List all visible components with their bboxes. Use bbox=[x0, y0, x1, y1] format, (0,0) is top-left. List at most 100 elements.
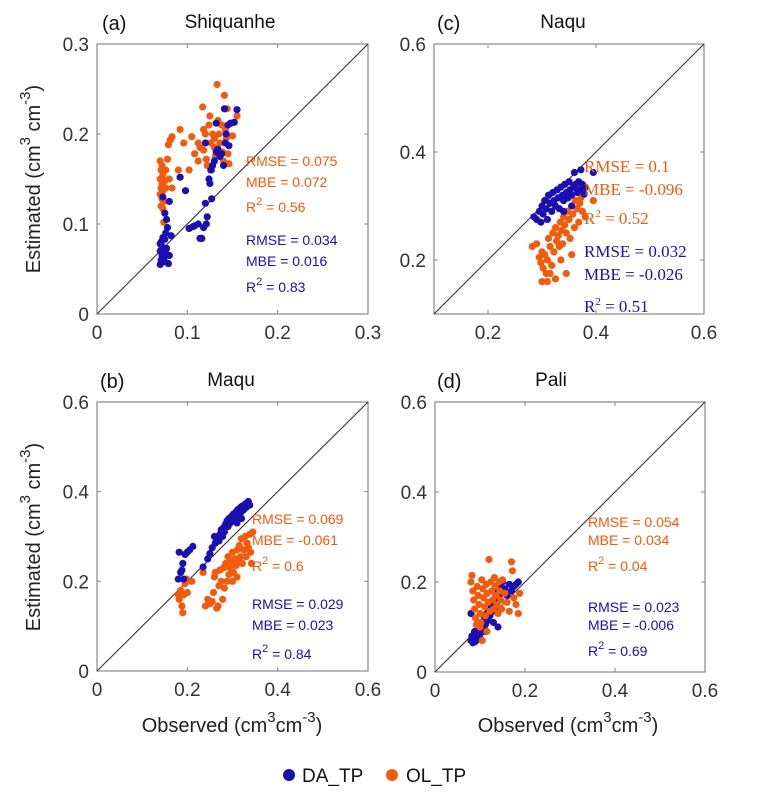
series-da-tp bbox=[530, 166, 597, 226]
x-tick-label: 0.2 bbox=[512, 681, 538, 702]
data-point bbox=[168, 133, 176, 141]
data-point bbox=[188, 577, 196, 585]
data-point bbox=[589, 168, 597, 177]
data-point bbox=[469, 587, 477, 595]
y-axis-label-bottom: Estimated (cm3 cm-3) bbox=[17, 443, 45, 631]
data-point bbox=[230, 118, 238, 126]
data-point bbox=[237, 553, 245, 561]
x-tick-label: 0.2 bbox=[475, 323, 501, 344]
data-point bbox=[242, 553, 250, 561]
x-tick-label: 0.6 bbox=[355, 680, 381, 701]
data-point bbox=[216, 139, 224, 147]
data-point bbox=[535, 253, 543, 261]
stat-mbe-ol-tp: MBE = -0.096 bbox=[584, 180, 683, 199]
panel-label-c: (c) bbox=[437, 13, 460, 35]
data-point bbox=[467, 578, 475, 586]
data-point bbox=[228, 132, 237, 140]
data-point bbox=[165, 251, 173, 260]
data-point bbox=[246, 501, 254, 509]
panel-label-a: (a) bbox=[102, 13, 126, 35]
data-point bbox=[474, 591, 482, 600]
data-point bbox=[569, 210, 577, 218]
data-point bbox=[220, 584, 228, 592]
y-tick-label: 0.4 bbox=[401, 483, 428, 504]
data-point bbox=[508, 567, 516, 575]
data-point bbox=[539, 210, 547, 218]
data-point bbox=[175, 595, 183, 603]
data-point bbox=[165, 197, 173, 206]
y-label-word: Estimated (cm bbox=[23, 145, 45, 273]
data-point bbox=[163, 155, 172, 163]
data-point bbox=[161, 209, 169, 217]
data-point bbox=[512, 600, 520, 609]
data-point bbox=[174, 575, 182, 583]
data-point bbox=[200, 125, 208, 134]
data-point bbox=[179, 559, 187, 568]
data-point bbox=[548, 261, 556, 269]
stat-mbe-da-tp: MBE = -0.006 bbox=[588, 617, 674, 633]
stat-r2-da-tp: R2 = 0.51 bbox=[584, 296, 649, 316]
y-tick-label: 0.2 bbox=[63, 572, 89, 593]
y-tick-label: 0 bbox=[416, 663, 427, 684]
data-point bbox=[159, 193, 167, 201]
data-point bbox=[191, 150, 199, 158]
data-point bbox=[474, 618, 482, 627]
stat-rmse-ol-tp: RMSE = 0.075 bbox=[246, 153, 338, 169]
data-point bbox=[214, 602, 222, 610]
data-point bbox=[225, 142, 233, 150]
x-tick-label: 0.2 bbox=[174, 680, 200, 701]
data-point bbox=[168, 184, 176, 192]
y-tick-label: 0.2 bbox=[400, 251, 426, 272]
data-point bbox=[481, 612, 489, 620]
data-point bbox=[576, 199, 584, 207]
data-point bbox=[163, 215, 171, 224]
data-point bbox=[237, 515, 246, 523]
data-point bbox=[233, 573, 241, 581]
data-point bbox=[575, 218, 583, 226]
data-point bbox=[470, 596, 478, 604]
data-point bbox=[181, 187, 190, 195]
y-tick-label: 0.2 bbox=[63, 125, 89, 146]
legend-label-ol-tp: OL_TP bbox=[406, 766, 466, 787]
data-point bbox=[546, 269, 554, 278]
stat-r2-da-tp: R2 = 0.69 bbox=[588, 640, 648, 659]
plot-area bbox=[433, 43, 705, 315]
x-tick-label: 0.4 bbox=[602, 681, 629, 702]
plot-area bbox=[96, 43, 369, 315]
data-point bbox=[161, 235, 169, 243]
data-point bbox=[543, 215, 552, 224]
stat-mbe-da-tp: MBE = 0.023 bbox=[252, 617, 334, 633]
stat-rmse-ol-tp: RMSE = 0.054 bbox=[588, 514, 680, 530]
x-tick-label: 0.2 bbox=[264, 323, 290, 344]
data-point bbox=[215, 130, 223, 138]
plot-area bbox=[96, 401, 369, 672]
panel-a-shiquanhe: 0 0.1 0.2 0.3 0 0.1 0.2 0.3 RMSE = 0.075 MBE = 0.… bbox=[63, 35, 382, 344]
data-point bbox=[550, 248, 558, 256]
panel-c-naqu: 0.2 0.4 0.6 0.2 0.4 0.6 RMSE = 0.1 MBE = -0.096… bbox=[400, 35, 718, 344]
y-tick-label: 0.6 bbox=[63, 393, 89, 414]
data-point bbox=[565, 215, 573, 224]
data-point bbox=[560, 213, 568, 221]
stat-rmse-ol-tp: RMSE = 0.069 bbox=[252, 511, 344, 527]
panel-title-d: Pali bbox=[535, 370, 567, 391]
data-point bbox=[471, 605, 479, 613]
data-point bbox=[514, 609, 522, 618]
data-point bbox=[544, 234, 553, 242]
data-point bbox=[249, 528, 257, 536]
data-point bbox=[179, 609, 187, 617]
data-point bbox=[175, 548, 183, 556]
x-tick-label: 0.4 bbox=[583, 323, 610, 344]
data-point bbox=[568, 251, 576, 259]
data-point bbox=[180, 139, 188, 147]
data-point bbox=[162, 184, 170, 192]
data-point bbox=[247, 559, 256, 568]
data-point bbox=[228, 577, 237, 585]
series-da-tp bbox=[156, 105, 241, 269]
data-point bbox=[485, 555, 493, 564]
data-point bbox=[167, 232, 175, 240]
data-point bbox=[206, 179, 214, 188]
legend-label-da-tp: DA_TP bbox=[302, 766, 363, 787]
data-point bbox=[561, 221, 569, 229]
stat-mbe-ol-tp: MBE = 0.072 bbox=[246, 174, 328, 190]
data-point bbox=[562, 229, 570, 237]
